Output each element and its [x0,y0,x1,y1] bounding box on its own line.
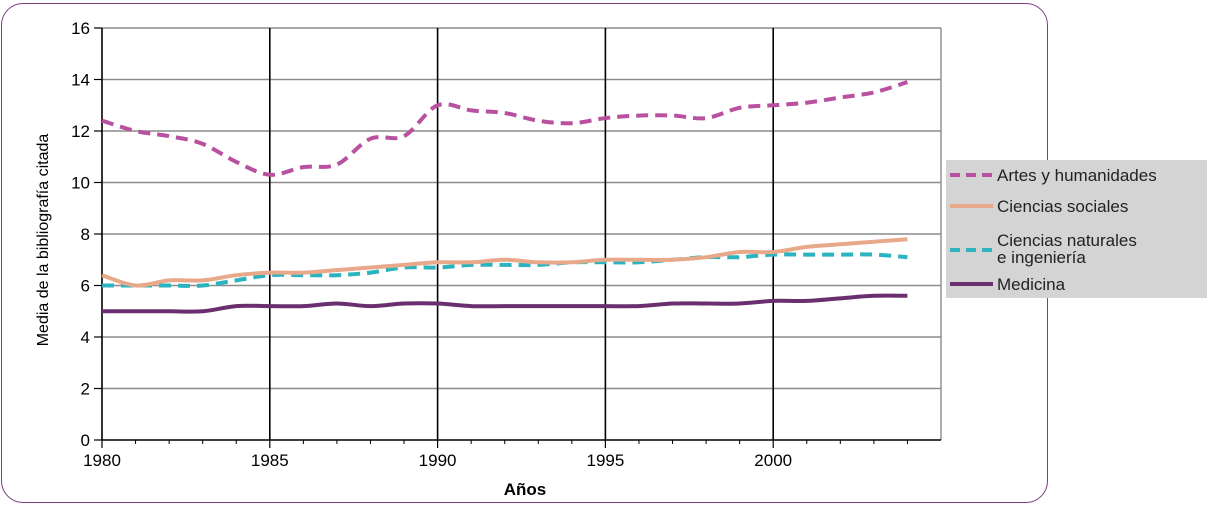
tick-labels: 0 2 4 6 8 10 12 14 16 1980 1985 1990 1995 2000 [71,19,792,470]
y-tick-label: 12 [71,122,90,141]
x-tick-label: 2000 [754,451,792,470]
series-lines [101,80,908,314]
series-line-ciencias-naturales-e-ingenieria [101,252,908,288]
y-tick-label: 2 [81,380,90,399]
legend-label: Ciencias naturales e ingeniería [997,231,1137,267]
legend-label-line: Ciencias naturales [997,231,1137,250]
x-axis-label: Años [504,480,547,499]
legend-label-line: e ingeniería [997,248,1086,267]
series-line-medicina [102,293,908,314]
y-tick-label: 16 [71,19,90,38]
series-line-ciencias-sociales [101,237,908,288]
x-tick-label: 1995 [586,451,624,470]
x-tick-label: 1990 [419,451,457,470]
axes [94,27,942,448]
grid [102,27,941,440]
y-tick-label: 0 [81,431,90,450]
legend-label: Ciencias sociales [997,197,1128,216]
y-tick-label: 4 [81,328,90,347]
legend-box [946,160,1207,298]
y-tick-label: 8 [81,225,90,244]
x-tick-label: 1980 [83,451,121,470]
y-tick-label: 14 [71,71,90,90]
y-tick-label: 6 [81,277,90,296]
legend-label: Medicina [997,275,1066,294]
legend: Artes y humanidades Ciencias sociales Cien… [946,160,1207,298]
series-line-artes-y-humanidades [101,80,908,177]
y-axis-label: Media de la bibliografía citada [35,134,52,347]
y-tick-label: 10 [71,174,90,193]
x-tick-label: 1985 [251,451,289,470]
legend-label: Artes y humanidades [997,166,1157,185]
